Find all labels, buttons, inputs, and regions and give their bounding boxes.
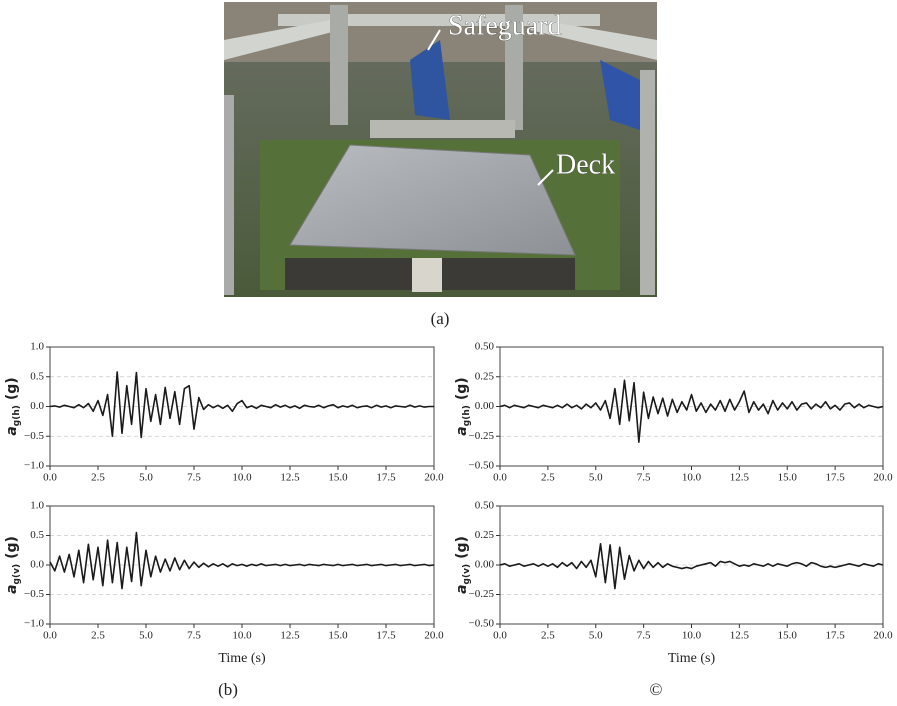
x-tick-label: 2.5 xyxy=(541,472,555,484)
x-tick-label: 10.0 xyxy=(232,630,252,642)
y-axis-label: ag(v) (g) xyxy=(4,536,22,594)
y-tick-label: 1.0 xyxy=(30,500,44,512)
y-axis-label-main: a xyxy=(4,426,20,435)
y-tick-label: −0.5 xyxy=(24,430,44,442)
y-tick-label: 0.00 xyxy=(475,559,495,571)
x-tick-label: 5.0 xyxy=(589,472,603,484)
x-tick-label: 17.5 xyxy=(376,630,396,642)
signal-line xyxy=(49,531,435,590)
y-tick-label: 0.50 xyxy=(475,341,495,353)
x-tick-label: 15.0 xyxy=(328,630,348,642)
x-tick-label: 7.5 xyxy=(187,630,201,642)
photo-label: Deck xyxy=(556,149,615,180)
x-tick-label: 0.0 xyxy=(43,472,57,484)
x-tick-label: 15.0 xyxy=(328,472,348,484)
y-tick-label: 0.0 xyxy=(30,559,44,571)
x-tick-label: 15.0 xyxy=(778,472,798,484)
y-tick-label: 1.0 xyxy=(30,341,44,353)
x-tick-label: 2.5 xyxy=(91,472,105,484)
y-tick-label: −0.50 xyxy=(469,460,495,472)
y-tick-label: −0.25 xyxy=(469,430,495,442)
y-axis-label-sub: g(h) xyxy=(462,405,472,426)
y-tick-label: 0.25 xyxy=(475,370,495,382)
signal-line xyxy=(49,371,434,439)
x-tick-label: 20.0 xyxy=(873,630,893,642)
y-tick-label: 0.5 xyxy=(30,529,44,541)
caption: (a) xyxy=(431,309,450,328)
x-tick-label: 12.5 xyxy=(730,630,750,642)
y-tick-label: −1.0 xyxy=(24,618,44,630)
y-axis-label: ag(h) (g) xyxy=(454,377,472,435)
y-axis-label-unit: (g) xyxy=(4,377,20,400)
x-tick-label: 5.0 xyxy=(139,630,153,642)
x-tick-label: 5.0 xyxy=(139,472,153,484)
photo: Safeguard Deck xyxy=(224,2,657,297)
y-tick-label: −1.0 xyxy=(24,460,44,472)
y-axis-label-sub: g(h) xyxy=(12,405,22,426)
y-tick-label: 0.0 xyxy=(30,400,44,412)
x-tick-label: 0.0 xyxy=(493,630,507,642)
y-axis-label-main: a xyxy=(4,584,20,593)
x-tick-label: 2.5 xyxy=(541,630,555,642)
x-tick-label: 20.0 xyxy=(424,472,444,484)
y-tick-label: −0.50 xyxy=(469,618,495,630)
caption: (b) xyxy=(218,680,238,699)
x-tick-label: 2.5 xyxy=(91,630,105,642)
y-axis-label-unit: (g) xyxy=(4,536,20,559)
x-tick-label: 17.5 xyxy=(826,472,846,484)
x-tick-label: 17.5 xyxy=(826,630,846,642)
y-tick-label: −0.5 xyxy=(24,588,44,600)
y-tick-label: 0.5 xyxy=(30,370,44,382)
x-tick-label: 20.0 xyxy=(873,472,893,484)
y-tick-label: 0.50 xyxy=(475,500,495,512)
y-axis-label-sub: g(v) xyxy=(462,564,472,585)
signal-line xyxy=(499,542,884,590)
y-tick-label: 0.25 xyxy=(475,529,495,541)
y-axis-label-unit: (g) xyxy=(454,536,470,559)
x-tick-label: 10.0 xyxy=(682,630,702,642)
x-tick-label: 15.0 xyxy=(778,630,798,642)
x-tick-label: 7.5 xyxy=(637,472,651,484)
photo-label: Safeguard xyxy=(448,10,562,41)
x-tick-label: 10.0 xyxy=(232,472,252,484)
y-axis-label: ag(v) (g) xyxy=(454,536,472,594)
signal-line xyxy=(499,379,884,443)
caption: © xyxy=(650,680,663,699)
y-tick-label: 0.00 xyxy=(475,400,495,412)
x-tick-label: 7.5 xyxy=(187,472,201,484)
x-tick-label: 10.0 xyxy=(682,472,702,484)
x-tick-label: 12.5 xyxy=(730,472,750,484)
x-tick-label: 20.0 xyxy=(424,630,444,642)
x-tick-label: 17.5 xyxy=(376,472,396,484)
x-tick-label: 0.0 xyxy=(43,630,57,642)
y-axis-label-main: a xyxy=(454,584,470,593)
y-axis-label-main: a xyxy=(454,426,470,435)
y-axis-label: ag(h) (g) xyxy=(4,377,22,435)
x-tick-label: 5.0 xyxy=(589,630,603,642)
x-axis-label: Time (s) xyxy=(668,651,716,666)
x-tick-label: 12.5 xyxy=(280,630,300,642)
y-tick-label: −0.25 xyxy=(469,588,495,600)
x-tick-label: 7.5 xyxy=(637,630,651,642)
x-axis-label: Time (s) xyxy=(218,651,266,666)
x-tick-label: 12.5 xyxy=(280,472,300,484)
y-axis-label-sub: g(v) xyxy=(12,564,22,585)
x-tick-label: 0.0 xyxy=(493,472,507,484)
y-axis-label-unit: (g) xyxy=(454,377,470,400)
